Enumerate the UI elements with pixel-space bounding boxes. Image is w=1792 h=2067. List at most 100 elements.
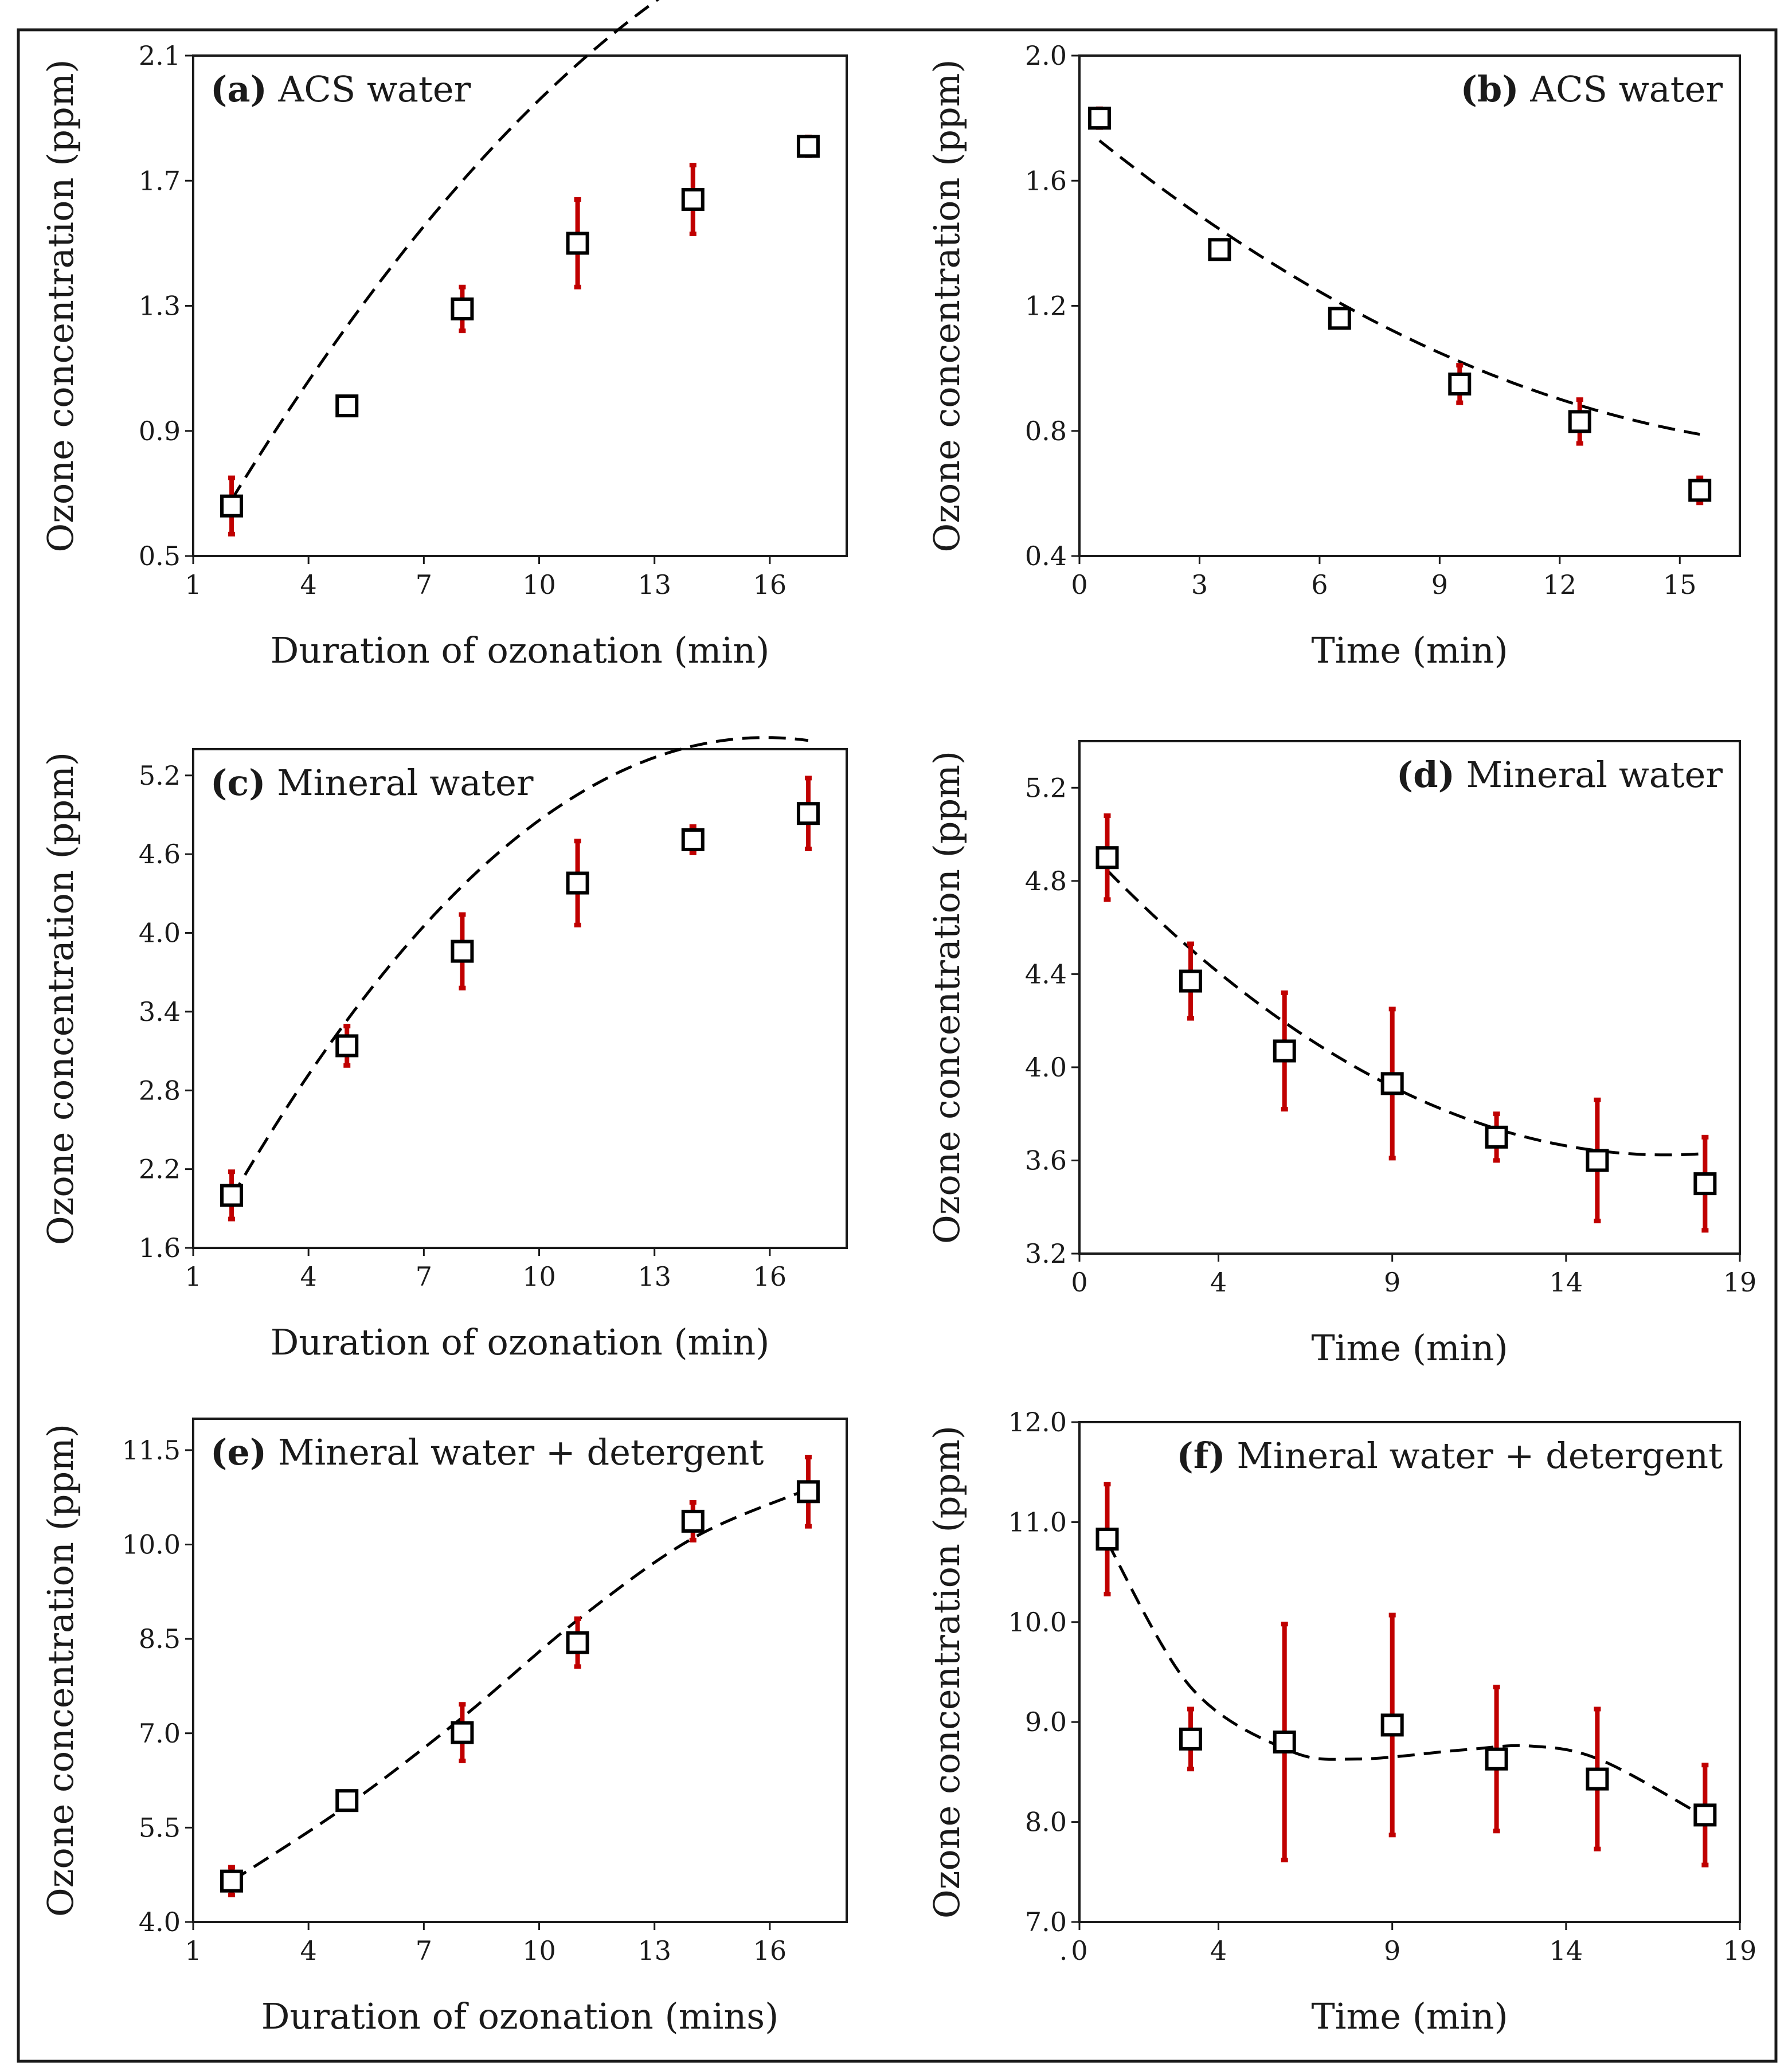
data-point <box>1208 238 1231 261</box>
plot-frame <box>1078 1421 1741 1923</box>
y-tick-label: 0.8 <box>1025 416 1067 447</box>
x-tick-label: 4 <box>300 1935 317 1966</box>
data-point <box>220 1869 244 1893</box>
x-tick-label: 16 <box>753 1935 787 1966</box>
panel-title-text: Mineral water + detergent <box>267 1431 764 1473</box>
x-tick-label: 13 <box>637 1261 671 1292</box>
y-tick-label: 3.2 <box>1025 1238 1067 1269</box>
data-point <box>335 1034 359 1058</box>
panel-title: (a) ACS water <box>210 68 471 110</box>
data-point <box>1586 1767 1609 1791</box>
y-tick-label: 2.1 <box>139 40 181 71</box>
fit-line <box>1106 869 1705 1157</box>
x-tick-label: 9 <box>1384 1267 1400 1298</box>
plot-frame <box>192 748 848 1249</box>
y-axis-title: Ozone concentration (ppm) <box>926 1426 968 1919</box>
data-point <box>1095 1528 1119 1551</box>
fit-line <box>1098 139 1700 436</box>
plot-frame <box>1078 740 1741 1255</box>
panel-tag: (b) <box>1461 68 1519 110</box>
y-axis-title: Ozone concentration (ppm) <box>926 59 968 552</box>
panel-title-text: Mineral water <box>1455 754 1723 796</box>
y-tick-label: 7.0 <box>1025 1907 1067 1937</box>
data-point <box>1273 1039 1296 1063</box>
fit-line <box>230 1487 809 1882</box>
y-tick-label: 5.2 <box>1025 772 1067 803</box>
x-tick-label: 16 <box>753 569 787 600</box>
panel-tag: (e) <box>210 1431 267 1473</box>
stray-mark: . <box>1059 1935 1068 1966</box>
y-tick-label: 1.6 <box>1025 165 1067 196</box>
data-point <box>566 232 589 255</box>
data-point <box>220 1184 244 1207</box>
x-tick-label: 19 <box>1723 1267 1757 1298</box>
x-tick-label: 16 <box>753 1261 787 1292</box>
x-tick-label: 1 <box>185 569 201 600</box>
y-tick-label: 12.0 <box>1008 1407 1067 1438</box>
y-tick-label: 2.2 <box>139 1154 181 1185</box>
x-tick-label: 9 <box>1431 569 1448 600</box>
x-tick-label: 19 <box>1723 1935 1757 1966</box>
x-tick-label: 13 <box>637 1935 671 1966</box>
y-tick-label: 4.0 <box>139 918 181 949</box>
y-tick-label: 2.0 <box>1025 40 1067 71</box>
y-tick-label: 1.2 <box>1025 291 1067 322</box>
data-point <box>335 394 359 418</box>
data-point <box>1328 307 1351 330</box>
y-tick-label: 4.6 <box>139 839 181 870</box>
y-tick-label: 3.6 <box>1025 1145 1067 1176</box>
y-tick-label: 8.5 <box>139 1623 181 1654</box>
panel-tag: (a) <box>210 68 267 110</box>
x-axis-title: Time (min) <box>1311 1995 1508 2037</box>
y-tick-label: 8.0 <box>1025 1807 1067 1838</box>
fit-line <box>230 736 809 1199</box>
panel-b: 0.4 0.8 1.2 1.6 2.0 0 3 6 9 12 15 Time (min) Ozone c… <box>926 40 1741 671</box>
data-point <box>1179 969 1203 993</box>
data-point <box>1273 1731 1296 1754</box>
x-tick-label: 4 <box>300 569 317 600</box>
x-tick-label: 12 <box>1543 569 1577 600</box>
plot-frame <box>1078 54 1741 557</box>
x-tick-label: 10 <box>522 1935 556 1966</box>
data-point <box>335 1789 359 1812</box>
y-tick-label: 0.5 <box>139 541 181 571</box>
x-tick-label: 14 <box>1550 1267 1583 1298</box>
x-tick-label: 1 <box>185 1261 201 1292</box>
data-point <box>1485 1747 1508 1771</box>
panel-title: (d) Mineral water <box>1396 754 1723 796</box>
y-tick-label: 10.0 <box>122 1529 181 1560</box>
data-point <box>566 871 589 895</box>
plot-frame <box>192 54 848 557</box>
panel-f: 7.0 8.0 9.0 10.0 11.0 12.0 0 4 9 14 19 Time (min) Oz… <box>926 1407 1756 2037</box>
data-point <box>681 828 705 851</box>
data-point <box>1586 1149 1609 1172</box>
x-tick-label: 13 <box>637 569 671 600</box>
y-tick-label: 2.8 <box>139 1075 181 1106</box>
panel-title-text: Mineral water + detergent <box>1226 1435 1723 1477</box>
x-axis-title: Duration of ozonation (mins) <box>261 1995 779 2037</box>
data-point <box>220 494 244 518</box>
y-tick-label: 4.4 <box>1025 958 1067 989</box>
data-point <box>1693 1803 1717 1827</box>
y-tick-label: 1.3 <box>139 291 181 322</box>
x-tick-label: 6 <box>1311 569 1328 600</box>
x-axis-title: Time (min) <box>1311 629 1508 671</box>
y-axis-title: Ozone concentration (ppm) <box>40 752 81 1245</box>
x-tick-label: 7 <box>416 569 432 600</box>
panel-title: (f) Mineral water + detergent <box>1176 1435 1723 1477</box>
x-tick-label: 10 <box>522 1261 556 1292</box>
panel-e: 4.0 5.5 7.0 8.5 10.0 11.5 1 4 7 10 13 16 Duration of… <box>40 1418 848 2037</box>
data-point <box>451 939 474 963</box>
data-point <box>1688 479 1712 502</box>
y-tick-label: 0.9 <box>139 416 181 447</box>
y-tick-label: 5.2 <box>139 760 181 791</box>
data-point <box>1095 846 1119 870</box>
data-point <box>1448 372 1472 396</box>
x-tick-label: 4 <box>1210 1267 1227 1298</box>
x-tick-label: 9 <box>1384 1935 1400 1966</box>
y-tick-label: 9.0 <box>1025 1706 1067 1737</box>
panel-tag: (d) <box>1396 754 1455 796</box>
x-tick-label: 3 <box>1191 569 1208 600</box>
x-tick-label: 10 <box>522 569 556 600</box>
